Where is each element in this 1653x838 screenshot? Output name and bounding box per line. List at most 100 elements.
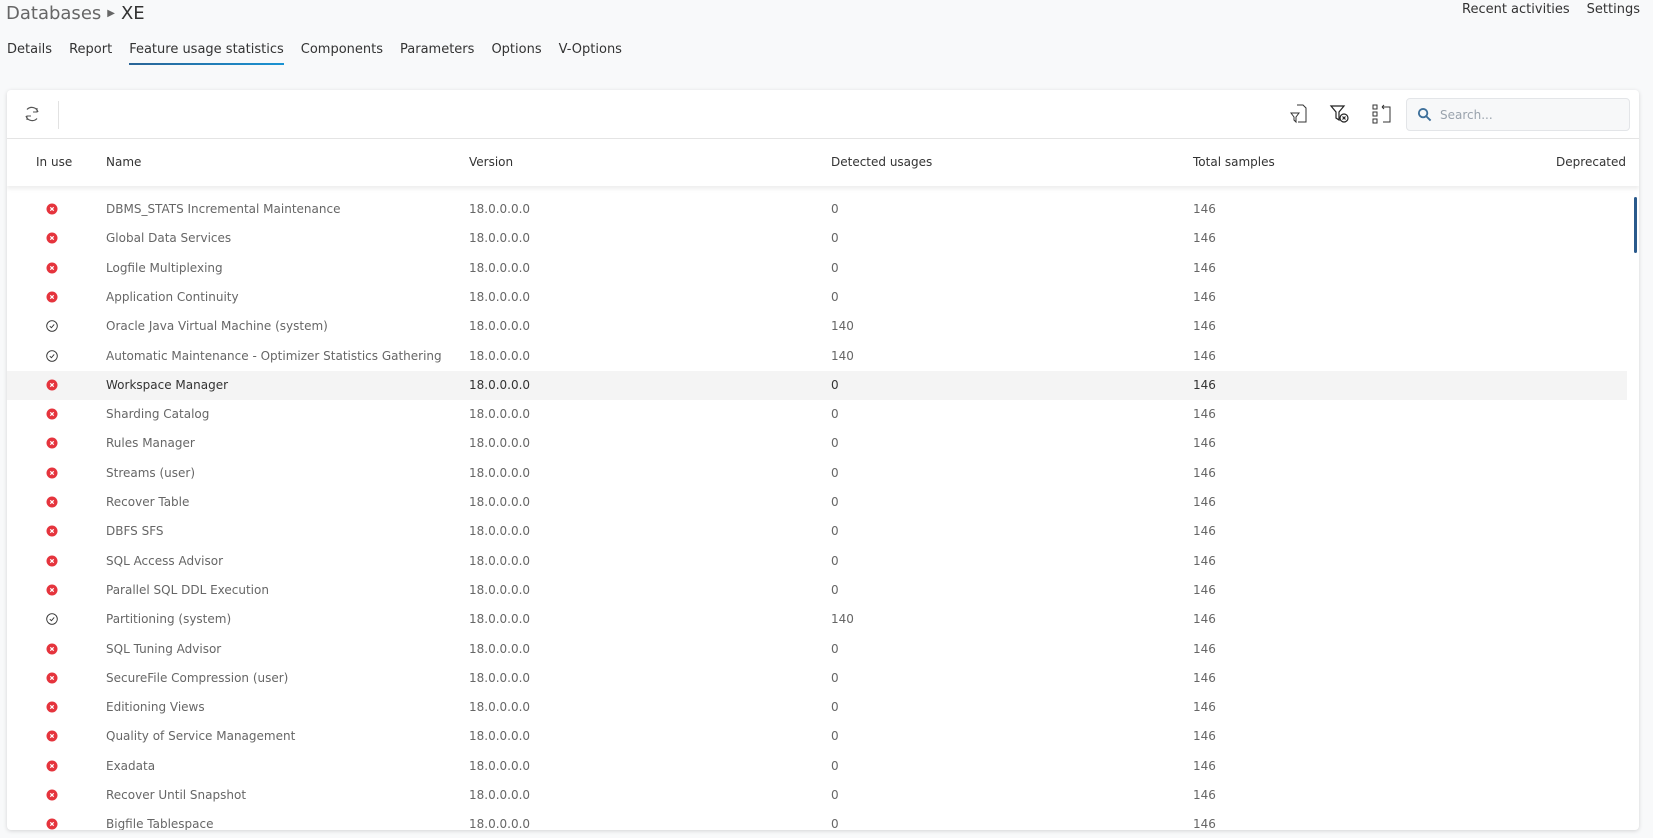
table-row[interactable]: Parallel SQL DDL Execution 18.0.0.0.0 0 146 [7,576,1627,605]
error-circle-icon [46,730,58,742]
table-row[interactable]: Automatic Maintenance - Optimizer Statis… [7,342,1627,371]
table-row[interactable]: DBFS SFS 18.0.0.0.0 0 146 [7,517,1627,546]
tab-report[interactable]: Report [69,42,113,57]
tab-parameters[interactable]: Parameters [400,42,475,57]
total-samples: 146 [1193,553,1216,568]
clear-filter-icon[interactable] [1329,103,1351,125]
table-row[interactable]: SQL Tuning Advisor 18.0.0.0.0 0 146 [7,635,1627,664]
table-row[interactable]: Partitioning (system) 18.0.0.0.0 140 146 [7,605,1627,634]
table-row[interactable]: Quality of Service Management 18.0.0.0.0 0… [7,722,1627,751]
column-header-total-samples[interactable]: Total samples [1193,155,1275,169]
total-samples: 146 [1193,670,1216,685]
table-row[interactable]: Sharding Catalog 18.0.0.0.0 0 146 [7,400,1627,429]
total-samples: 146 [1193,465,1216,480]
feature-version: 18.0.0.0.0 [469,670,531,685]
column-chooser-icon[interactable] [1371,103,1393,125]
table-row[interactable]: Workspace Manager 18.0.0.0.0 0 146 [7,370,1627,401]
feature-name: Recover Until Snapshot [106,788,247,802]
feature-version: 18.0.0.0.0 [469,788,531,802]
detected-usages: 0 [831,377,839,392]
search-box[interactable] [1406,98,1630,131]
detected-usages: 140 [831,319,854,334]
table-row[interactable]: SQL Access Advisor 18.0.0.0.0 0 146 [7,547,1627,576]
error-circle-icon [46,408,58,420]
table-row[interactable]: Global Data Services 18.0.0.0.0 0 146 [7,224,1627,253]
table-row[interactable]: Application Continuity 18.0.0.0.0 0 146 [7,283,1627,312]
feature-name: Sharding Catalog [106,407,210,422]
detected-usages: 0 [831,260,839,275]
toolbar-divider [58,101,59,129]
error-circle-icon [46,525,58,537]
check-circle-icon [46,349,58,362]
feature-name: Parallel SQL DDL Execution [106,582,269,597]
column-header-detected-usages[interactable]: Detected usages [831,155,933,169]
total-samples: 146 [1193,582,1216,597]
feature-name: Rules Manager [106,436,195,451]
feature-name: SecureFile Compression (user) [106,670,289,685]
feature-name: Recover Table [106,495,190,509]
refresh-icon[interactable] [21,103,43,125]
feature-name: Automatic Maintenance - Optimizer Statis… [106,348,442,363]
total-samples: 146 [1193,436,1216,451]
settings-link[interactable]: Settings [1586,2,1640,17]
total-samples: 146 [1193,202,1216,216]
detected-usages: 0 [831,641,839,656]
breadcrumb-separator-icon: ▶ [107,7,115,19]
table-row[interactable]: Streams (user) 18.0.0.0.0 0 146 [7,459,1627,488]
tab-options[interactable]: Options [491,42,542,57]
total-samples: 146 [1193,260,1216,275]
error-circle-icon [46,291,58,303]
table-row[interactable]: DBMS_STATS Incremental Maintenance 18.0.0… [7,195,1627,224]
export-filter-icon[interactable] [1288,103,1310,125]
table-row[interactable]: Logfile Multiplexing 18.0.0.0.0 0 146 [7,254,1627,283]
feature-name: DBMS_STATS Incremental Maintenance [106,202,341,216]
tab-components[interactable]: Components [300,42,384,57]
column-header-in-use[interactable]: In use [36,155,73,169]
total-samples: 146 [1193,495,1216,509]
table-row[interactable]: SecureFile Compression (user) 18.0.0.0.0 0… [7,664,1627,693]
table-row[interactable]: Editioning Views 18.0.0.0.0 0 146 [7,693,1627,722]
table-row[interactable]: Bigfile Tablespace 18.0.0.0.0 0 146 [7,810,1627,830]
feature-version: 18.0.0.0.0 [469,729,531,744]
error-circle-icon [46,437,58,449]
feature-version: 18.0.0.0.0 [469,377,531,392]
table-row[interactable]: Exadata 18.0.0.0.0 0 146 [7,752,1627,781]
total-samples: 146 [1193,729,1216,744]
search-input[interactable] [1440,107,1620,122]
table-row[interactable]: Rules Manager 18.0.0.0.0 0 146 [7,429,1627,458]
table-row[interactable]: Recover Until Snapshot 18.0.0.0.0 0 146 [7,781,1627,810]
table-header: In use Name Version Detected usages Tota… [7,139,1639,186]
feature-name: Quality of Service Management [106,729,296,744]
column-header-version[interactable]: Version [469,155,514,169]
detected-usages: 0 [831,289,839,304]
feature-name: Oracle Java Virtual Machine (system) [106,319,328,334]
tab-details[interactable]: Details [7,42,53,57]
recent-activities-link[interactable]: Recent activities [1462,2,1570,17]
feature-version: 18.0.0.0.0 [469,202,531,216]
check-circle-icon [46,613,58,625]
detected-usages: 0 [831,436,839,451]
total-samples: 146 [1193,758,1216,773]
detected-usages: 0 [831,788,839,802]
column-header-name[interactable]: Name [106,155,142,169]
feature-version: 18.0.0.0.0 [469,553,531,568]
total-samples: 146 [1193,612,1216,627]
feature-name: Logfile Multiplexing [106,260,223,275]
total-samples: 146 [1193,700,1216,715]
error-circle-icon [46,760,58,772]
tab-feature-usage-statistics[interactable]: Feature usage statistics [129,42,284,65]
table-row[interactable]: Recover Table 18.0.0.0.0 0 146 [7,488,1627,517]
breadcrumb-parent[interactable]: Databases [6,2,102,24]
detected-usages: 140 [831,612,854,627]
table-row[interactable]: Oracle Java Virtual Machine (system) 18.0… [7,312,1627,341]
vertical-scrollbar[interactable] [1634,197,1637,253]
column-header-deprecated[interactable]: Deprecated [1556,155,1626,169]
detected-usages: 0 [831,670,839,685]
check-circle-icon [46,320,58,332]
feature-name: Global Data Services [106,231,232,246]
feature-name: Streams (user) [106,465,196,480]
feature-version: 18.0.0.0.0 [469,231,531,246]
tab-v-options[interactable]: V-Options [558,42,622,57]
feature-name: Bigfile Tablespace [106,817,214,830]
error-circle-icon [46,467,58,479]
